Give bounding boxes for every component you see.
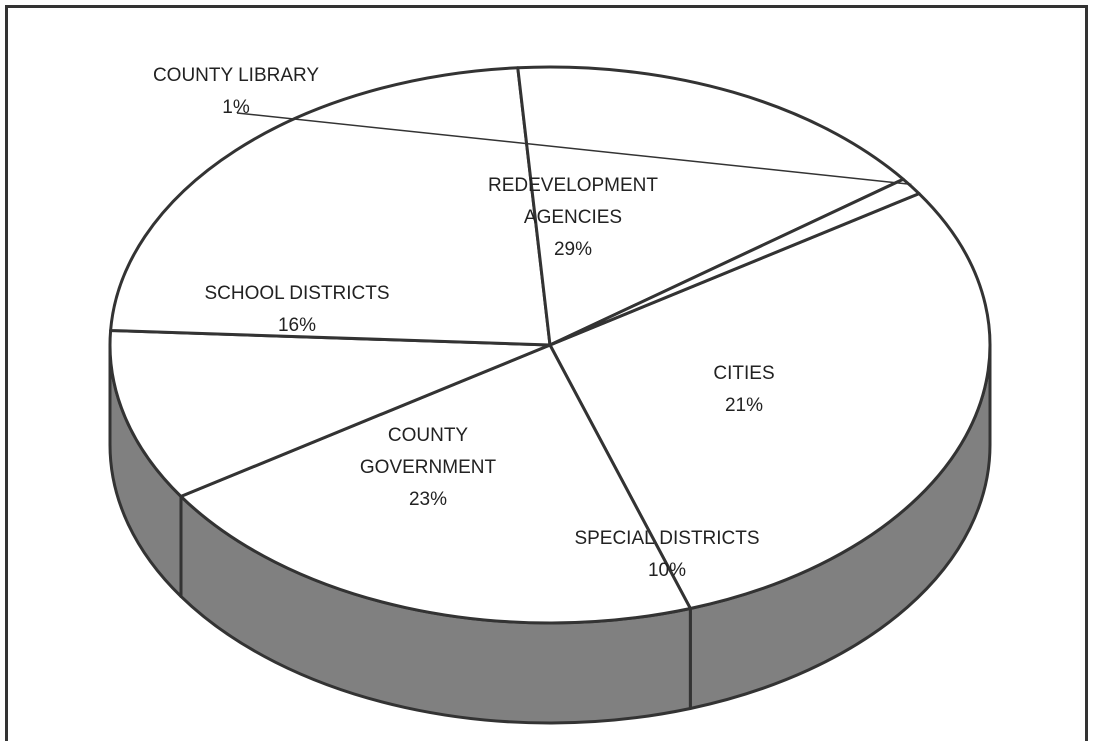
slice-label-5: COUNTY LIBRARY 1% — [153, 60, 319, 124]
slice-label-text: COUNTY — [387, 425, 469, 446]
slice-label-3: COUNTY GOVERNMENT 23% — [360, 420, 496, 516]
slice-label-text: SCHOOL DISTRICTS — [204, 283, 390, 304]
pie-slice-0 — [548, 192, 992, 610]
slice-percent: 21% — [724, 395, 764, 416]
slice-percent: 23% — [408, 489, 448, 510]
slice-label-text: REDEVELOPMENT — [488, 175, 658, 196]
slice-percent: 16% — [277, 315, 317, 336]
county-library-leader-line — [236, 112, 912, 186]
pie-slice-2 — [108, 328, 552, 498]
slice-label-text: CITIES — [713, 363, 775, 384]
slice-percent: 10% — [647, 560, 687, 581]
slice-percent: 1% — [222, 97, 250, 118]
slice-label-text: SPECIAL DISTRICTS — [574, 528, 760, 549]
slice-label-2: SPECIAL DISTRICTS 10% — [574, 523, 759, 587]
slice-label-4: SCHOOL DISTRICTS 16% — [204, 278, 389, 342]
pie-slice-5 — [548, 177, 921, 347]
pie-slice-4 — [516, 65, 905, 347]
pie-slice-1 — [179, 343, 692, 625]
slice-label-text: GOVERNMENT — [359, 457, 497, 478]
slice-percent: 29% — [553, 239, 593, 260]
slice-label-0: REDEVELOPMENT AGENCIES 29% — [488, 170, 658, 266]
slice-label-1: CITIES 21% — [713, 358, 774, 422]
slice-label-text: COUNTY LIBRARY — [152, 65, 320, 86]
pie-slice-3 — [109, 66, 552, 347]
slice-label-text: AGENCIES — [523, 207, 623, 228]
